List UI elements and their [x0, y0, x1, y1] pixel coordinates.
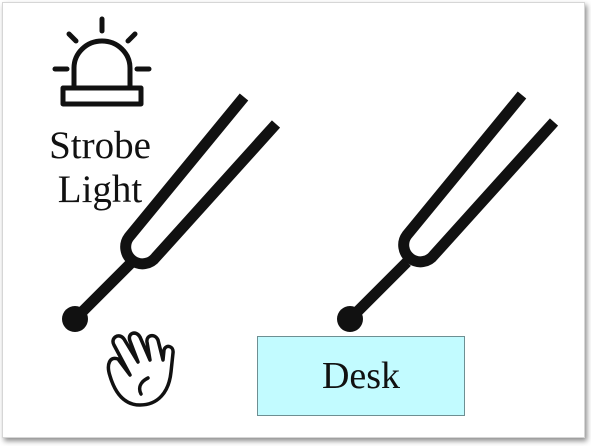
- desk-label: Desk: [321, 355, 401, 397]
- strobe-label-line1: Strobe: [49, 124, 151, 167]
- strobe-light-label: Strobe Light: [38, 124, 162, 212]
- tuning-fork-right: [337, 91, 559, 332]
- tuning-fork-left: [62, 93, 281, 332]
- hand-wave-icon: [106, 331, 175, 407]
- desk-box: Desk: [257, 336, 465, 416]
- strobe-label-line2: Light: [57, 168, 143, 211]
- strobe-light-icon: [52, 16, 152, 107]
